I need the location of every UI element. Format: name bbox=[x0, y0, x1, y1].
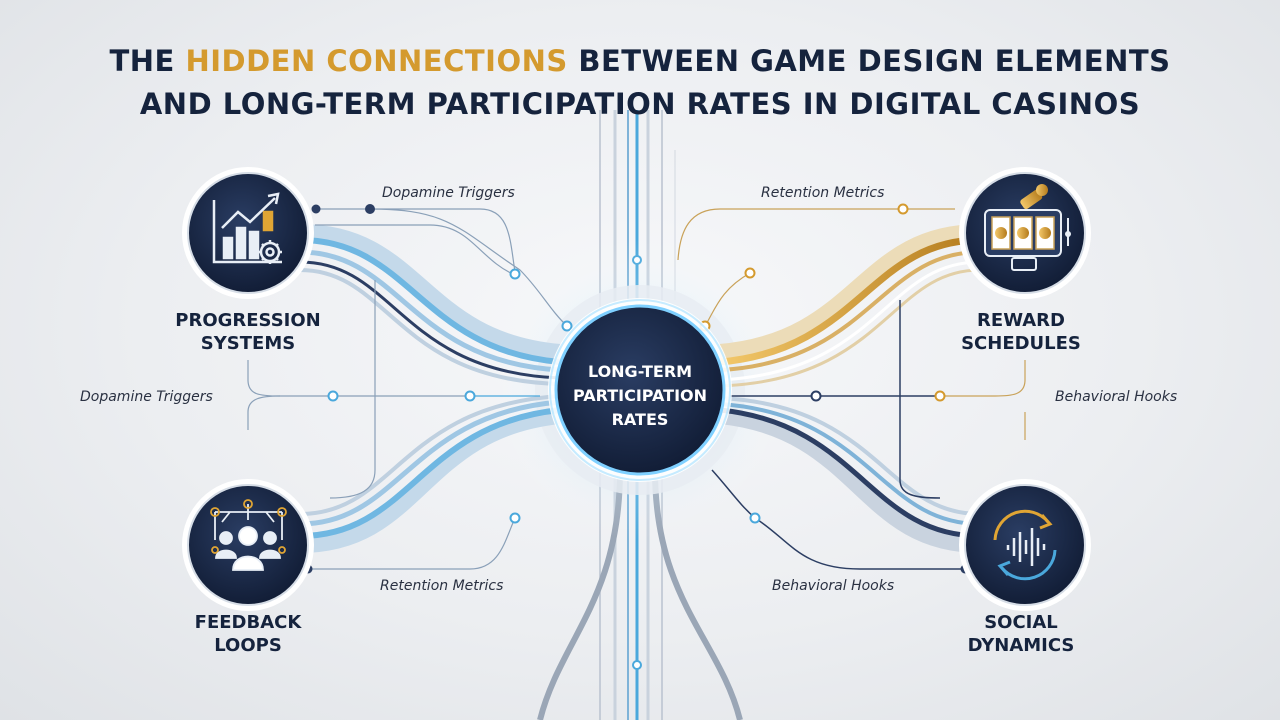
progression-label-line-2: SYSTEMS bbox=[200, 333, 296, 354]
connection-label-top-left: Dopamine Triggers bbox=[382, 185, 515, 201]
ribbon-social bbox=[719, 396, 981, 553]
title-prefix: THE bbox=[109, 44, 186, 78]
feedback-label-line-1: FEEDBACK bbox=[194, 612, 302, 633]
title-line-2: AND LONG-TERM PARTICIPATION RATES IN DIG… bbox=[139, 87, 1141, 121]
connection-label-mid-left: Dopamine Triggers bbox=[80, 389, 213, 405]
connectors-right bbox=[677, 208, 1026, 440]
connection-label-mid-right: Behavioral Hooks bbox=[1055, 389, 1178, 405]
center-label-line-1: LONG-TERM bbox=[587, 362, 693, 381]
feedback-loops-label: FEEDBACK LOOPS bbox=[138, 611, 358, 657]
progression-systems-label: PROGRESSION SYSTEMS bbox=[138, 309, 358, 355]
title-suffix: BETWEEN GAME DESIGN ELEMENTS bbox=[567, 44, 1171, 78]
social-label-line-1: SOCIAL bbox=[984, 612, 1058, 633]
node-progression bbox=[182, 167, 314, 299]
social-label-line-2: DYNAMICS bbox=[967, 635, 1075, 656]
center-label-line-3: RATES bbox=[611, 410, 669, 429]
ribbon-progression bbox=[299, 224, 561, 386]
ribbon-reward bbox=[719, 224, 981, 388]
reward-label-line-2: SCHEDULES bbox=[961, 333, 1081, 354]
bar-chart-gear-icon bbox=[212, 192, 282, 264]
connectors-left bbox=[247, 208, 568, 570]
reward-schedules-label: REWARD SCHEDULES bbox=[911, 309, 1131, 355]
connection-label-bottom-right: Behavioral Hooks bbox=[772, 578, 895, 594]
cycle-waveform-icon bbox=[993, 509, 1057, 581]
title-accent: HIDDEN CONNECTIONS bbox=[185, 44, 568, 78]
progression-label-line-1: PROGRESSION bbox=[175, 310, 321, 331]
reward-label-line-1: REWARD bbox=[977, 310, 1065, 331]
social-dynamics-label: SOCIAL DYNAMICS bbox=[911, 611, 1131, 657]
title-line-1: THE HIDDEN CONNECTIONS BETWEEN GAME DESI… bbox=[0, 44, 1280, 78]
center-label-line-2: PARTICIPATION bbox=[572, 386, 708, 405]
center-node bbox=[548, 298, 732, 482]
ribbon-feedback bbox=[299, 394, 561, 553]
slot-machine-icon bbox=[984, 184, 1071, 271]
network-people-icon bbox=[210, 499, 287, 571]
connection-label-bottom-left: Retention Metrics bbox=[380, 578, 504, 594]
connection-label-top-right: Retention Metrics bbox=[761, 185, 885, 201]
feedback-label-line-2: LOOPS bbox=[214, 635, 282, 656]
center-node-label: LONG-TERM PARTICIPATION RATES bbox=[540, 360, 740, 432]
